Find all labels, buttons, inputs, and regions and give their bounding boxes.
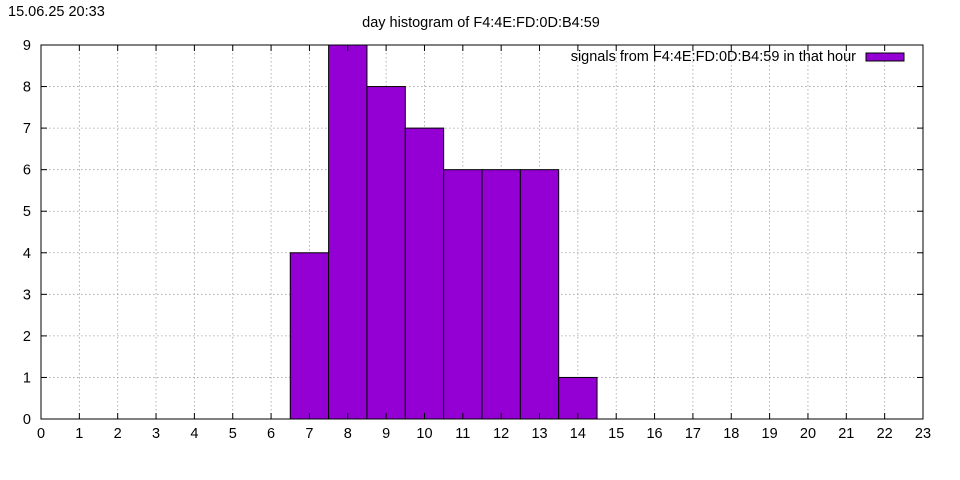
x-tick-label: 6 bbox=[267, 426, 275, 442]
x-tick-label: 2 bbox=[114, 426, 122, 442]
y-tick-label: 0 bbox=[23, 412, 31, 428]
histogram-bar bbox=[558, 376, 598, 420]
y-tick-labels: 0 1 2 3 4 5 6 7 8 9 bbox=[23, 38, 31, 428]
histogram-bar bbox=[443, 169, 483, 420]
histogram-bar bbox=[366, 86, 406, 420]
x-tick-labels: 0 1 2 3 4 5 6 7 8 9 10 11 12 13 14 15 16 17 18 19 20 21 22 23 bbox=[37, 426, 931, 442]
y-tick-label: 4 bbox=[23, 246, 31, 262]
x-tick-label: 12 bbox=[493, 426, 509, 442]
histogram-bar bbox=[328, 44, 368, 420]
x-tick-label: 1 bbox=[75, 426, 83, 442]
legend-label: signals from F4:4E:FD:0D:B4:59 in that h… bbox=[571, 49, 856, 65]
x-tick-label: 13 bbox=[531, 426, 547, 442]
legend: signals from F4:4E:FD:0D:B4:59 in that h… bbox=[571, 49, 905, 65]
y-tick-label: 6 bbox=[23, 163, 31, 179]
x-tick-label: 4 bbox=[190, 426, 198, 442]
x-tick-label: 8 bbox=[344, 426, 352, 442]
x-tick-label: 3 bbox=[152, 426, 160, 442]
x-tick-label: 10 bbox=[416, 426, 432, 442]
chart-title: day histogram of F4:4E:FD:0D:B4:59 bbox=[362, 15, 600, 31]
y-tick-label: 5 bbox=[23, 204, 31, 220]
y-tick-label: 1 bbox=[23, 370, 31, 386]
x-tick-label: 18 bbox=[723, 426, 739, 442]
histogram-bar bbox=[519, 169, 560, 420]
histogram-bar bbox=[289, 252, 330, 420]
x-tick-label: 5 bbox=[229, 426, 237, 442]
x-tick-label: 21 bbox=[838, 426, 854, 442]
x-tick-label: 16 bbox=[646, 426, 662, 442]
x-tick-label: 19 bbox=[762, 426, 778, 442]
histogram-bar bbox=[481, 169, 521, 420]
plot-border bbox=[40, 44, 924, 420]
x-tick-label: 15 bbox=[608, 426, 624, 442]
x-tick-label: 20 bbox=[800, 426, 816, 442]
y-tick-label: 7 bbox=[23, 121, 31, 137]
axes bbox=[40, 44, 924, 420]
x-tick-label: 11 bbox=[455, 426, 470, 442]
x-tick-label: 17 bbox=[685, 426, 701, 442]
x-tick-label: 14 bbox=[570, 426, 586, 442]
x-tick-label: 22 bbox=[877, 426, 893, 442]
x-tick-label: 0 bbox=[37, 426, 45, 442]
y-tick-label: 3 bbox=[23, 287, 31, 303]
x-tick-label: 9 bbox=[382, 426, 390, 442]
y-tick-label: 2 bbox=[23, 329, 31, 345]
y-tick-label: 9 bbox=[23, 38, 31, 54]
x-tick-label: 23 bbox=[915, 426, 931, 442]
timestamp: 15.06.25 20:33 bbox=[8, 4, 105, 20]
histogram-bar bbox=[404, 127, 445, 420]
bars bbox=[289, 44, 598, 420]
x-tick-label: 7 bbox=[305, 426, 313, 442]
y-tick-label: 8 bbox=[23, 80, 31, 96]
legend-swatch bbox=[865, 52, 905, 62]
